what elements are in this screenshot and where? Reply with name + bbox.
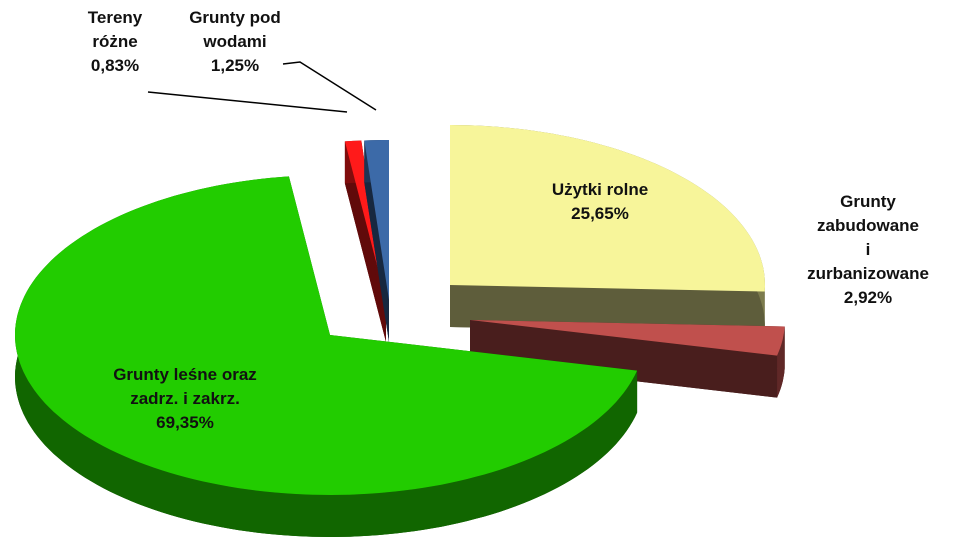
slice-side [364, 140, 389, 342]
value-label: 2,92% [843, 288, 893, 307]
category-label: Grunty pod wodami [189, 8, 281, 51]
slice [364, 140, 389, 300]
slice-side [470, 320, 778, 398]
slice-label: Grunty zabudowane i zurbanizowane 2,92% [807, 190, 929, 310]
category-label: Użytki rolne [551, 180, 649, 199]
value-label: 0,83% [90, 56, 140, 75]
category-label: Grunty zabudowane i zurbanizowane [807, 192, 929, 283]
slice [344, 140, 386, 300]
slice-label: Tereny różne 0,83% [88, 6, 143, 78]
leader-line [282, 61, 377, 111]
slice [470, 320, 785, 356]
slice-label: Grunty pod wodami 1,25% [189, 6, 281, 78]
slice-label: Użytki rolne 25,65% [552, 178, 648, 226]
slices [15, 125, 785, 537]
value-label: 1,25% [210, 56, 260, 75]
value-label: 25,65% [571, 204, 629, 223]
slice [450, 125, 765, 292]
slice [15, 176, 638, 495]
category-label: Grunty leśne oraz zadrz. i zakrz. [113, 365, 257, 408]
category-label: Tereny różne [87, 8, 143, 51]
leader-line [147, 91, 348, 113]
slice-side [344, 141, 386, 342]
slice-label: Grunty leśne oraz zadrz. i zakrz. 69,35% [113, 363, 257, 435]
value-label: 69,35% [156, 413, 214, 432]
slice-side [777, 326, 785, 398]
